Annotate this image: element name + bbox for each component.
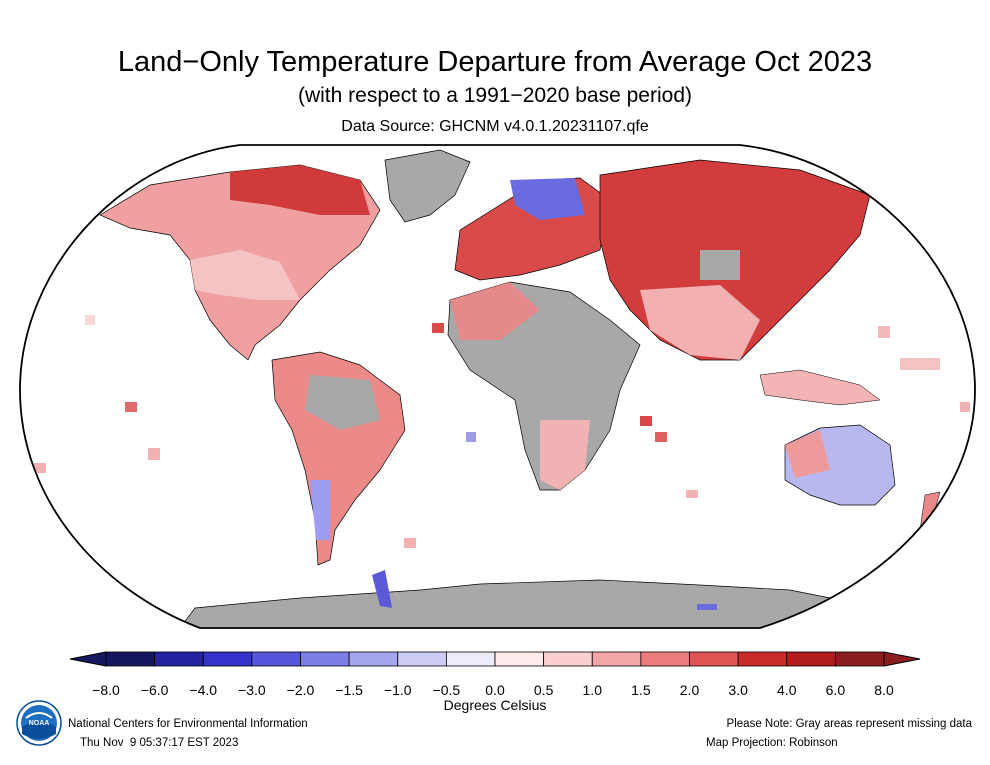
legend-tick-label: 6.0 xyxy=(826,682,846,698)
legend-color-cell xyxy=(640,651,690,667)
legend-color-cell xyxy=(445,651,496,667)
legend-tick-label: −6.0 xyxy=(141,682,169,698)
legend-tick-label: 1.5 xyxy=(631,682,651,698)
legend-color-cell xyxy=(737,651,788,667)
noaa-logo: NOAA xyxy=(16,700,62,746)
legend-tick-label: −1.5 xyxy=(335,682,363,698)
greenland xyxy=(384,149,471,223)
legend-color-cell xyxy=(154,651,204,667)
legend-tick-label: 4.0 xyxy=(777,682,797,698)
legend-tick-label: 2.0 xyxy=(680,682,700,698)
legend-color-cell xyxy=(105,651,156,667)
maritime-southeast-asia xyxy=(759,369,881,406)
legend-color-cell xyxy=(543,651,593,667)
legend-color-cell xyxy=(251,651,301,667)
legend-color-cell xyxy=(202,651,253,667)
map-border xyxy=(19,144,976,629)
footer-timestamp: Thu Nov 9 05:37:17 EST 2023 xyxy=(80,737,239,749)
data-source: Data Source: GHCNM v4.0.1.20231107.qfe xyxy=(341,118,649,135)
legend-tick-label: 1.0 xyxy=(583,682,603,698)
legend-color-cell xyxy=(494,651,545,667)
legend-tick-label: −2.0 xyxy=(287,682,315,698)
noaa-logo-text: NOAA xyxy=(29,720,50,727)
legend-tick-label: 8.0 xyxy=(874,682,894,698)
map-title: Land−Only Temperature Departure from Ave… xyxy=(117,46,873,78)
legend-tick-label: 0.0 xyxy=(485,682,505,698)
legend-tick-label: −8.0 xyxy=(92,682,120,698)
legend-color-cell xyxy=(348,651,399,667)
legend-color-cell xyxy=(300,651,350,667)
legend-units: Degrees Celsius xyxy=(443,697,547,713)
legend-arrow-left xyxy=(69,651,107,667)
legend-arrow-right xyxy=(883,651,921,667)
footer-projection: Map Projection: Robinson xyxy=(706,737,838,749)
legend-color-cell xyxy=(689,651,739,667)
legend-tick-label: −0.5 xyxy=(433,682,461,698)
footer-missing-note: Please Note: Gray areas represent missin… xyxy=(726,718,972,730)
legend-tick-label: −3.0 xyxy=(238,682,266,698)
legend-tick-label: 0.5 xyxy=(534,682,554,698)
legend-color-cell xyxy=(834,651,885,667)
legend-color-cell xyxy=(397,651,447,667)
footer-organization: National Centers for Environmental Infor… xyxy=(68,718,308,730)
legend-tick-label: −4.0 xyxy=(189,682,217,698)
legend-tick-label: −1.0 xyxy=(384,682,412,698)
legend-tick-label: 3.0 xyxy=(728,682,748,698)
legend-color-cell xyxy=(786,651,836,667)
map-subtitle: (with respect to a 1991−2020 base period… xyxy=(297,84,692,107)
legend-color-cell xyxy=(591,651,642,667)
